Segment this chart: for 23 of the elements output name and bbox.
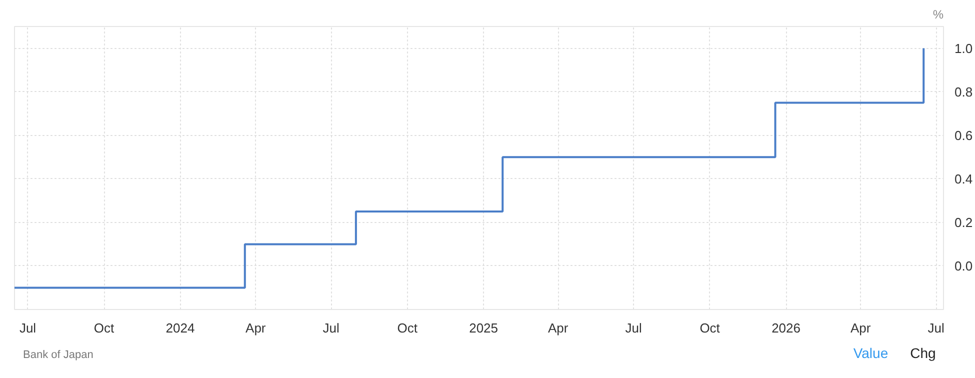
text: Bank of Japan [23,349,94,361]
x-tick-label: Jul [928,320,944,336]
x-tick-label: 2024 [166,320,195,336]
text: Value [853,345,888,361]
x-tick-label: Apr [850,320,872,336]
x-tick-label: Jul [322,320,340,336]
y-tick-label: 0.2 [954,214,973,230]
x-tick-label: Oct [397,320,418,336]
x-tick-label: Oct [94,320,114,336]
y-tick-label: 0.6 [954,128,973,143]
x-tick-label: Jul [625,320,642,336]
text: Chg [910,345,936,361]
x-tick-label: 2026 [772,320,801,336]
x-tick-label: Oct [700,320,720,336]
y-tick-label: 0.8 [954,84,973,100]
x-tick-label: 2025 [469,320,498,336]
y-tick-label: 0.4 [954,171,973,186]
x-tick-label: Jul [19,320,36,336]
x-tick-label: Apr [246,320,266,336]
y-tick-label: 1.0 [954,40,973,56]
y-tick-label: 0.0 [954,258,973,274]
y-axis-title: % [932,8,944,22]
x-tick-label: Apr [548,320,569,336]
